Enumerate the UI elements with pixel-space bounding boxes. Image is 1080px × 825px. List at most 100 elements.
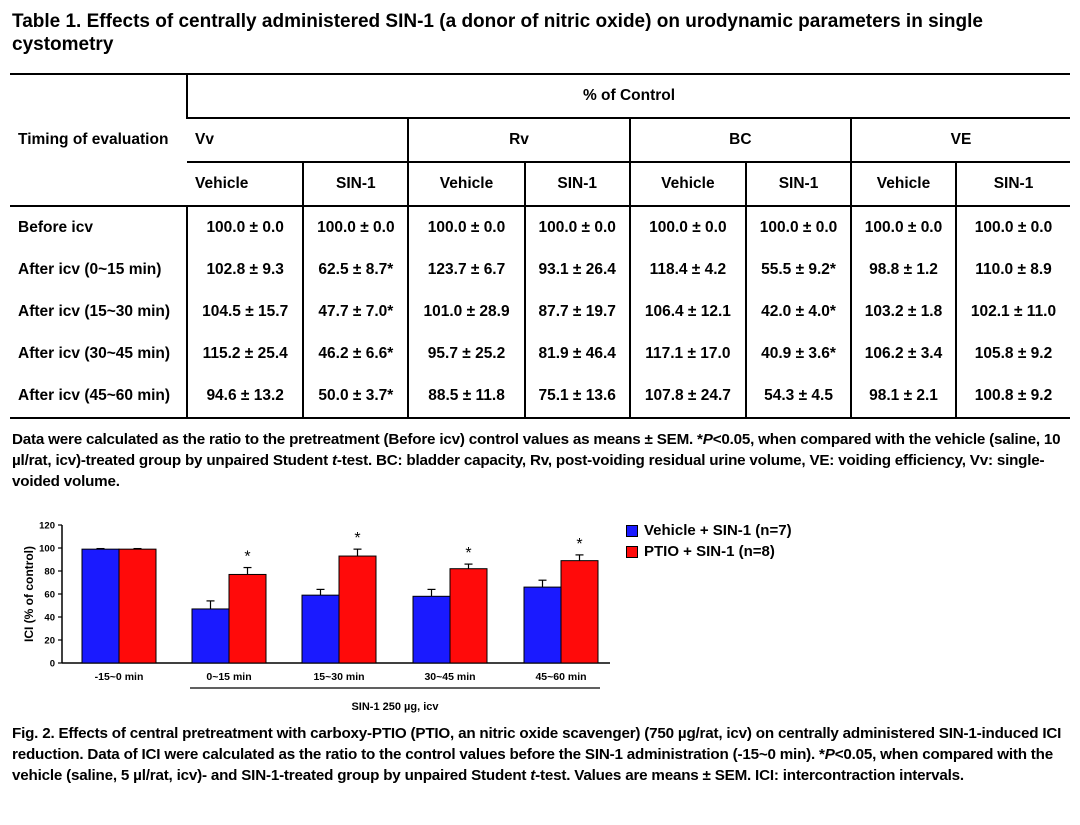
table-cell: 40.9 ± 3.6* (745, 333, 852, 375)
bar (191, 608, 230, 664)
bar (118, 548, 157, 664)
table-cell: 81.9 ± 46.4 (523, 333, 630, 375)
significance-mark: * (576, 536, 582, 553)
table-cell: 87.7 ± 19.7 (523, 291, 630, 333)
sub-header: SIN-1 (302, 162, 409, 207)
y-tick-label: 0 (50, 659, 55, 670)
sub-header: SIN-1 (523, 162, 630, 207)
x-tick-label: 15~30 min (313, 671, 364, 683)
table-cell: 104.5 ± 15.7 (185, 291, 304, 333)
legend-item: PTIO + SIN-1 (n=8) (626, 541, 792, 562)
bar (449, 568, 488, 664)
group-header: Rv (407, 118, 630, 163)
table-cell: 95.7 ± 25.2 (407, 333, 525, 375)
table-row: After icv (0~15 min) 102.8 ± 9.3 62.5 ± 8.… (10, 249, 1070, 291)
table-cell: 106.2 ± 3.4 (850, 333, 957, 375)
figure-caption: Fig. 2. Effects of central pretreatment … (12, 725, 1062, 784)
table-cell: 88.5 ± 11.8 (407, 375, 525, 419)
legend-item: Vehicle + SIN-1 (n=7) (626, 520, 792, 541)
chart-legend: Vehicle + SIN-1 (n=7) PTIO + SIN-1 (n=8) (626, 520, 792, 562)
table-cell: 100.0 ± 0.0 (185, 206, 304, 249)
table-cell: 110.0 ± 8.9 (955, 249, 1070, 291)
table-cell: 118.4 ± 4.2 (628, 249, 747, 291)
y-tick-label: 60 (44, 590, 55, 601)
table-cell: 46.2 ± 6.6* (302, 333, 409, 375)
table-title: Table 1. Effects of centrally administer… (12, 11, 983, 55)
y-tick-label: 100 (39, 544, 55, 555)
legend-swatch-red (626, 545, 638, 558)
bracket-label: SIN-1 250 µg, icv (351, 701, 439, 713)
table-cell: 94.6 ± 13.2 (185, 375, 304, 419)
table-cell: 50.0 ± 3.7* (302, 375, 409, 419)
table-cell: 54.3 ± 4.5 (745, 375, 852, 419)
group-header: Vv (187, 118, 409, 163)
row-label: After icv (45~60 min) (10, 375, 187, 419)
significance-mark: * (244, 549, 250, 566)
table-row: After icv (45~60 min) 94.6 ± 13.2 50.0 ± 3… (10, 375, 1070, 419)
table-cell: 100.8 ± 9.2 (955, 375, 1070, 419)
table-cell: 105.8 ± 9.2 (955, 333, 1070, 375)
bar (301, 594, 340, 664)
legend-label: Vehicle + SIN-1 (n=7) (644, 522, 792, 539)
sub-header: Vehicle (850, 162, 957, 207)
table-cell: 115.2 ± 25.4 (185, 333, 304, 375)
table-cell: 102.1 ± 11.0 (955, 291, 1070, 333)
y-axis-label: ICI (% of control) (22, 546, 36, 642)
table-row: After icv (15~30 min) 104.5 ± 15.7 47.7 ± … (10, 291, 1070, 333)
table-cell: 100.0 ± 0.0 (628, 206, 747, 249)
table-cell: 42.0 ± 4.0* (745, 291, 852, 333)
table-cell: 100.0 ± 0.0 (407, 206, 525, 249)
significance-mark: * (354, 530, 360, 547)
x-tick-label: 45~60 min (535, 671, 586, 683)
row-label: After icv (15~30 min) (18, 303, 171, 320)
bar (560, 560, 599, 664)
x-tick-label: 30~45 min (424, 671, 475, 683)
y-tick-label: 120 (39, 521, 55, 532)
table-row: After icv (30~45 min) 115.2 ± 25.4 46.2 ± … (10, 333, 1070, 375)
table-cell: 98.8 ± 1.2 (850, 249, 957, 291)
y-tick-label: 40 (44, 613, 55, 624)
table-cell: 123.7 ± 6.7 (407, 249, 525, 291)
table-cell: 55.5 ± 9.2* (745, 249, 852, 291)
y-tick-label: 80 (44, 567, 55, 578)
table-cell: 117.1 ± 17.0 (628, 333, 747, 375)
sub-header: SIN-1 (955, 162, 1070, 207)
bar (523, 586, 562, 664)
table-cell: 106.4 ± 12.1 (628, 291, 747, 333)
table-cell: 102.8 ± 9.3 (185, 249, 304, 291)
legend-label: PTIO + SIN-1 (n=8) (644, 543, 775, 560)
table-cell: 62.5 ± 8.7* (302, 249, 409, 291)
x-tick-label: 0~15 min (206, 671, 251, 683)
sub-header: SIN-1 (745, 162, 852, 207)
bar (228, 573, 267, 664)
table-cell: 100.0 ± 0.0 (302, 206, 409, 249)
table-note: Data were calculated as the ratio to the… (12, 431, 1061, 490)
table-cell: 100.0 ± 0.0 (523, 206, 630, 249)
table-cell: 47.7 ± 7.0* (302, 291, 409, 333)
table-cell: 101.0 ± 28.9 (407, 291, 525, 333)
bar (81, 548, 120, 664)
row-label: Before icv (18, 219, 93, 236)
group-header: BC (628, 118, 852, 163)
bar (412, 595, 451, 664)
row-label: After icv (30~45 min) (18, 345, 171, 362)
data-table: Timing of evaluation % of Control Vv Rv … (10, 73, 1070, 419)
sub-header: Vehicle (187, 162, 304, 207)
table-row: Before icv 100.0 ± 0.0 100.0 ± 0.0 100.0 ± … (10, 206, 1070, 249)
table-cell: 100.0 ± 0.0 (745, 206, 852, 249)
table-cell: 75.1 ± 13.6 (523, 375, 630, 419)
table-cell: 98.1 ± 2.1 (850, 375, 957, 419)
sub-header: Vehicle (628, 162, 747, 207)
table-cell: 93.1 ± 26.4 (523, 249, 630, 291)
bar (338, 555, 377, 664)
significance-mark: * (465, 545, 471, 562)
ici-bar-chart: 0 20 40 60 80 100 120 ICI (% of control) -15~0 m… (22, 521, 610, 713)
table-cell: 100.0 ± 0.0 (955, 206, 1070, 249)
table-cell: 103.2 ± 1.8 (850, 291, 957, 333)
table-cell: 107.8 ± 24.7 (628, 375, 747, 419)
row-label: After icv (0~15 min) (18, 261, 162, 278)
super-header: % of Control (186, 73, 1070, 119)
row-header: Timing of evaluation (10, 73, 187, 207)
table-cell: 100.0 ± 0.0 (850, 206, 957, 249)
sub-header: Vehicle (407, 162, 525, 207)
